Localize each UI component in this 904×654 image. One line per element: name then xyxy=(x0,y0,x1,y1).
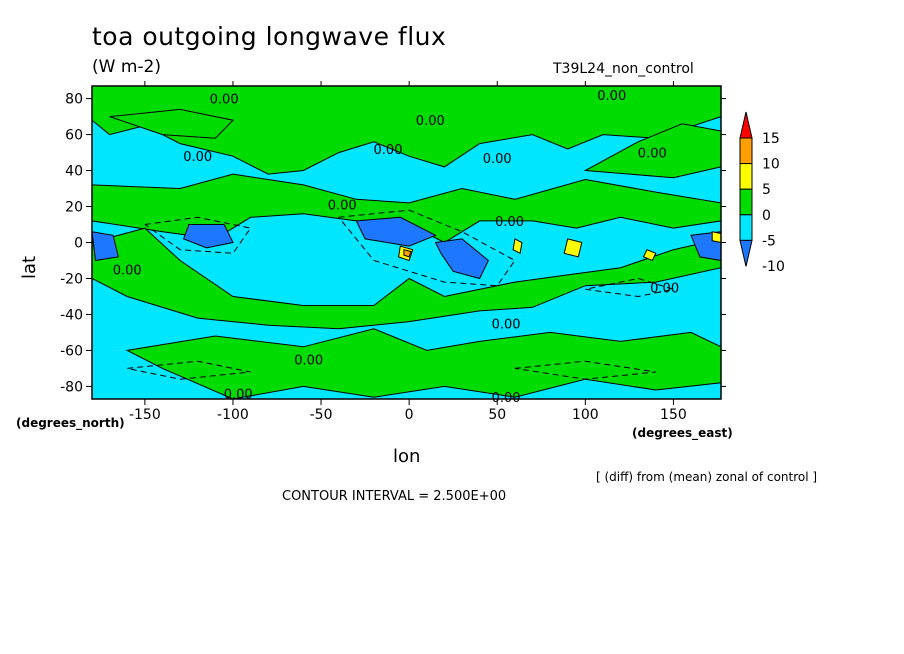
y-tick-label: -20 xyxy=(60,271,83,287)
colorbar-label: 5 xyxy=(762,182,771,198)
x-tick-label: -50 xyxy=(310,407,333,423)
y-tick-label: -40 xyxy=(60,307,83,323)
positive-10-region xyxy=(403,249,412,258)
colorbar-segment xyxy=(739,111,753,139)
contour-label: 0.00 xyxy=(328,199,357,214)
y-tick-label: 60 xyxy=(65,128,83,144)
contour-label: 0.00 xyxy=(483,152,512,167)
contour-label: 0.00 xyxy=(113,263,142,278)
negative-contour xyxy=(127,360,251,380)
contour-label: 0.00 xyxy=(374,143,403,158)
contour-label: 0.00 xyxy=(210,93,239,108)
x-axis-label: lon xyxy=(393,446,421,467)
x-tick-label: 150 xyxy=(660,407,687,423)
y-axis-units: (degrees_north) xyxy=(16,416,125,430)
y-tick-label: 0 xyxy=(74,236,83,252)
y-tick-label: 20 xyxy=(65,200,83,216)
y-tick-label: -80 xyxy=(60,379,83,395)
negative-contour xyxy=(585,277,674,298)
x-tick-label: 0 xyxy=(405,407,414,423)
colorbar-segment xyxy=(739,214,753,241)
negative-region xyxy=(434,238,490,280)
colorbar-label: 10 xyxy=(762,157,780,173)
negative-region xyxy=(355,216,437,247)
negative-contour xyxy=(144,216,252,254)
colorbar-segment xyxy=(739,137,753,165)
contour-label: 0.00 xyxy=(495,215,524,230)
contour-label: 0.00 xyxy=(224,388,253,403)
x-tick-label: -150 xyxy=(129,407,161,423)
negative-contour xyxy=(514,360,656,380)
x-tick-label: 50 xyxy=(488,407,506,423)
contour-label: 0.00 xyxy=(638,147,667,162)
contour-label: 0.00 xyxy=(416,114,445,129)
y-tick-label: 80 xyxy=(65,92,83,108)
contour-label: 0.00 xyxy=(650,281,679,296)
y-tick-label: -60 xyxy=(60,343,83,359)
contour-label: 0.00 xyxy=(492,317,521,332)
colorbar-label: -5 xyxy=(762,233,776,249)
positive-5-region xyxy=(711,231,722,244)
colorbar-label: 15 xyxy=(762,131,780,147)
chart-title: toa outgoing longwave flux xyxy=(92,22,447,51)
positive-5-region xyxy=(563,238,583,258)
x-tick-label: 100 xyxy=(572,407,599,423)
x-axis-units: (degrees_east) xyxy=(632,426,733,440)
colorbar-label: -10 xyxy=(762,259,785,275)
contour-interval: CONTOUR INTERVAL = 2.500E+00 xyxy=(282,489,507,504)
x-tick-label: -100 xyxy=(217,407,249,423)
negative-contour xyxy=(338,209,516,287)
positive-region xyxy=(91,173,722,244)
positive-5-region xyxy=(512,238,523,255)
y-tick-label: 40 xyxy=(65,164,83,180)
diff-note: [ (diff) from (mean) zonal of control ] xyxy=(596,470,818,484)
contour-label: 0.00 xyxy=(597,89,626,104)
colorbar-segment xyxy=(739,239,753,267)
dataset-name: T39L24_non_control xyxy=(553,61,694,77)
positive-region xyxy=(109,108,235,139)
colorbar-segment xyxy=(739,188,753,216)
colorbar-segment xyxy=(739,163,753,190)
negative-region xyxy=(182,224,234,249)
contour-label: 0.00 xyxy=(294,353,323,368)
negative-region xyxy=(91,231,120,262)
chart-units: (W m-2) xyxy=(92,57,161,77)
colorbar-label: 0 xyxy=(762,208,771,224)
positive-region xyxy=(125,328,722,400)
positive-5-region xyxy=(642,249,657,262)
contour-label: 0.00 xyxy=(183,150,212,165)
